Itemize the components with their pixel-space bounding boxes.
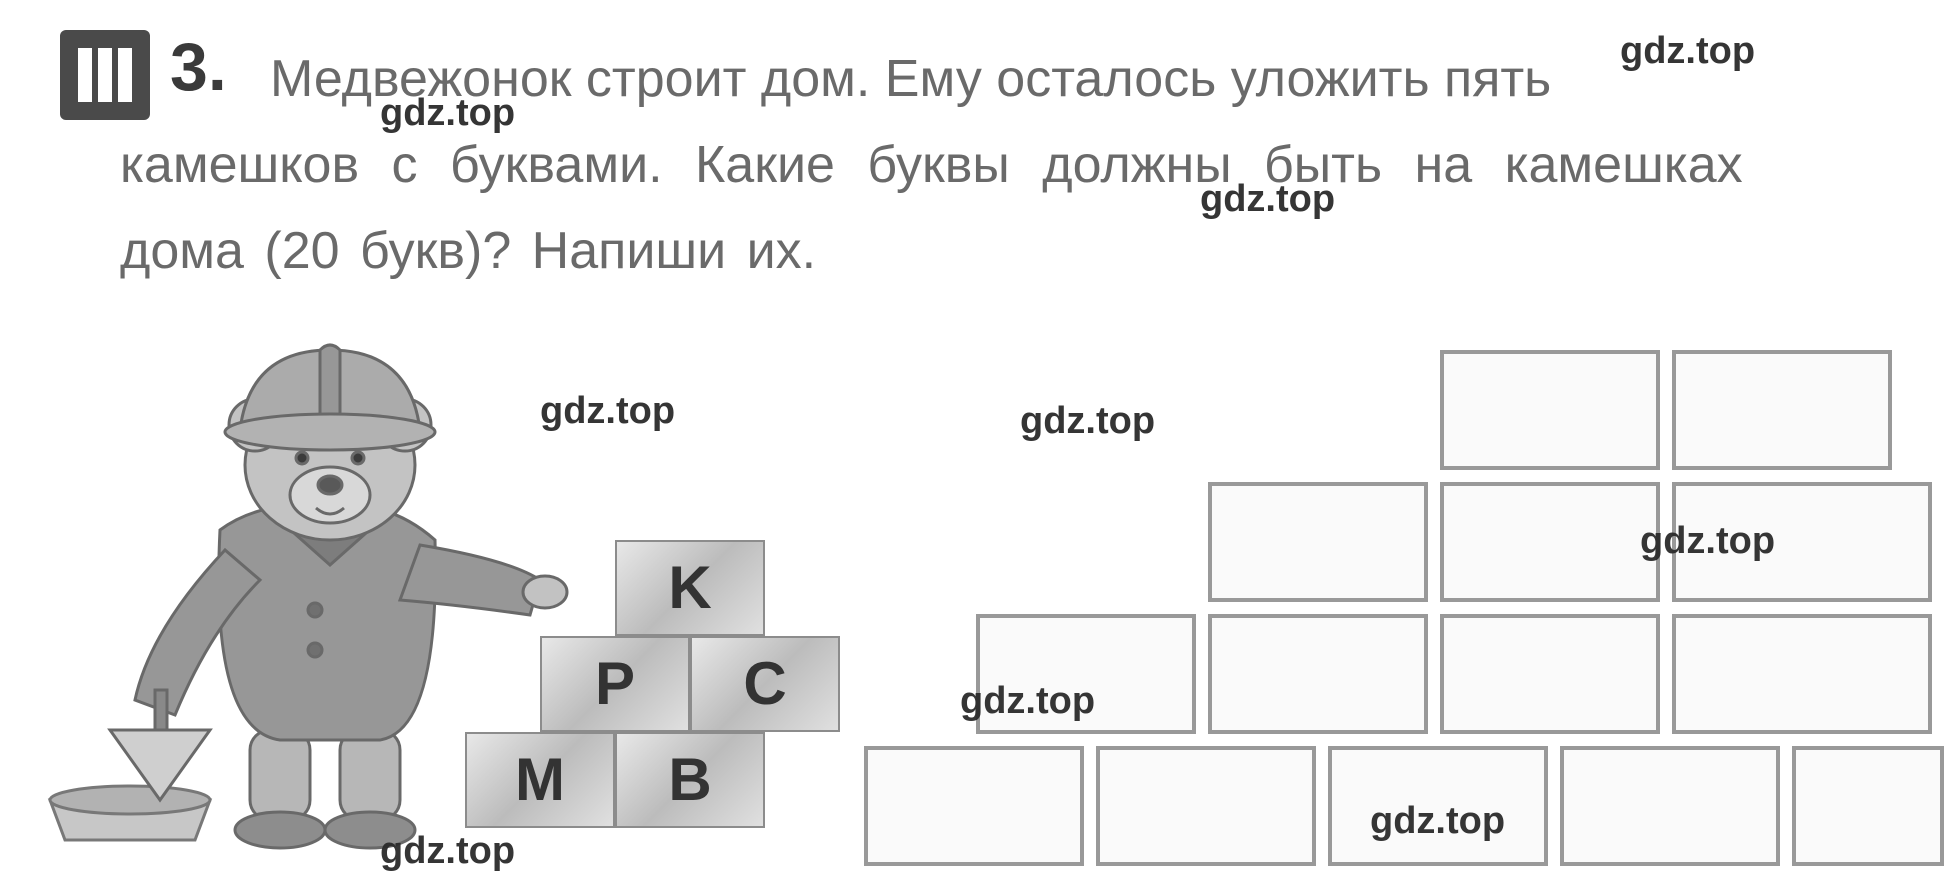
watermark: gdz.top	[540, 390, 675, 433]
question-text-line3: дома (20 букв)? Напиши их.	[120, 208, 1900, 294]
watermark: gdz.top	[1640, 520, 1775, 563]
watermark: gdz.top	[380, 830, 515, 873]
empty-brick[interactable]	[1440, 482, 1660, 602]
watermark: gdz.top	[1370, 800, 1505, 843]
brick-c: C	[690, 636, 840, 732]
question-number: 3.	[170, 28, 227, 106]
watermark: gdz.top	[1200, 178, 1335, 221]
empty-brick[interactable]	[1208, 614, 1428, 734]
watermark: gdz.top	[1020, 400, 1155, 443]
empty-brick[interactable]	[1560, 746, 1780, 866]
watermark: gdz.top	[380, 92, 515, 135]
empty-brick[interactable]	[864, 746, 1084, 866]
empty-brick[interactable]	[1096, 746, 1316, 866]
pencil-lines-icon	[60, 30, 150, 120]
empty-brick[interactable]	[1792, 746, 1944, 866]
brick-p: P	[540, 636, 690, 732]
empty-brick[interactable]	[1440, 614, 1660, 734]
empty-brick[interactable]	[1672, 350, 1892, 470]
brick-m: M	[465, 732, 615, 828]
empty-brick[interactable]	[1672, 614, 1932, 734]
watermark: gdz.top	[960, 680, 1095, 723]
page-root: 3. Медвежонок строит дом. Ему осталось у…	[0, 0, 1954, 883]
empty-brick[interactable]	[1440, 350, 1660, 470]
watermark: gdz.top	[1620, 30, 1755, 73]
brick-k: K	[615, 540, 765, 636]
empty-brick[interactable]	[1208, 482, 1428, 602]
brick-b: B	[615, 732, 765, 828]
